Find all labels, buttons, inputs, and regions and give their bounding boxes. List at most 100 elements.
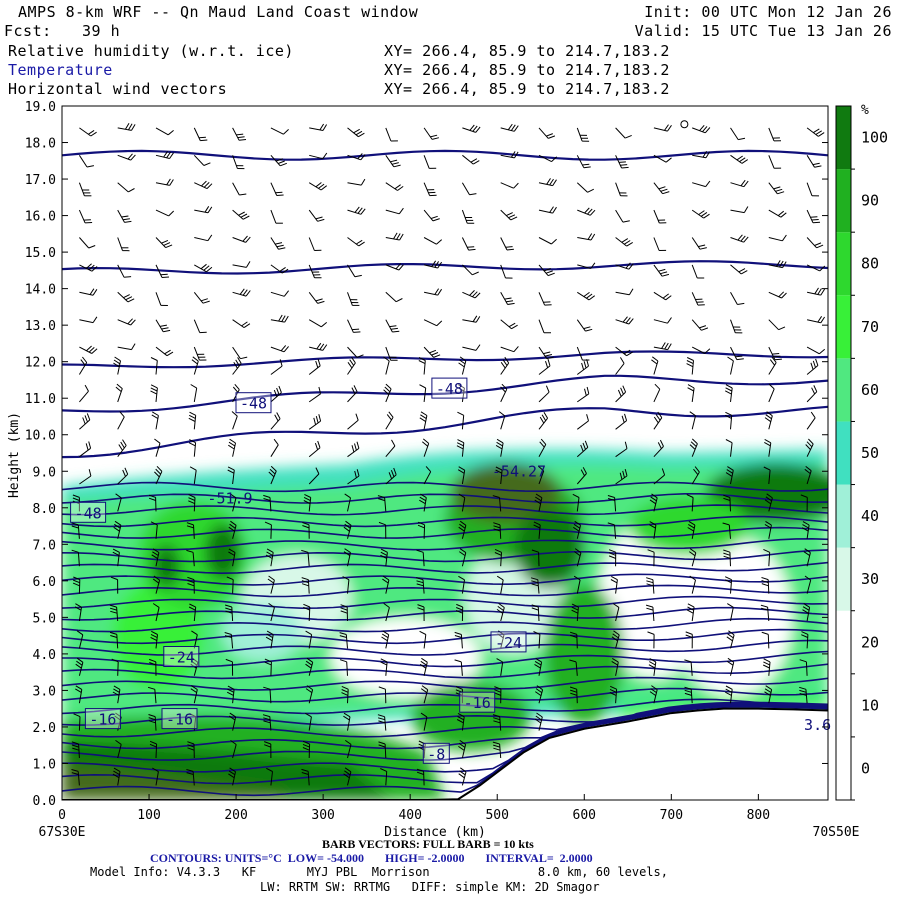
wind-barb [653,154,672,163]
wind-barb [651,356,659,375]
svg-text:-16: -16 [89,711,116,729]
contour-label: -24 [490,631,527,653]
wind-barb [806,209,821,224]
wind-barb [308,467,320,485]
wind-barb [647,549,655,567]
wind-barb [150,630,158,649]
colorbar-unit: % [861,103,869,118]
wind-barb [423,260,443,269]
wind-barb [385,319,400,333]
wind-barb [382,575,390,594]
wind-barb [615,288,634,296]
wind-barb [339,632,348,649]
wind-barb [649,685,658,704]
wind-barb [232,209,250,220]
y-tick-label: 17.0 [25,173,56,188]
wind-barb [615,316,634,325]
wind-barb [456,439,465,457]
lower-temperature-contour [62,561,828,575]
wind-barb [268,602,275,622]
wind-barb [686,603,695,622]
svg-text:-48: -48 [436,380,463,398]
wind-barb [535,685,544,704]
wind-barb [806,411,816,430]
wind-barb [270,412,281,430]
wind-barb [691,264,705,279]
y-tick-label: 12.0 [25,356,56,371]
wind-barb [230,493,237,512]
wind-barb [305,630,313,649]
wind-barb [764,493,773,512]
wind-barb [691,209,710,219]
wind-barb [646,577,655,594]
wind-barb [117,153,136,161]
wind-barb [607,522,617,539]
wind-barb [270,182,284,196]
wind-barb [78,356,88,375]
colorbar-tick-label: 80 [861,255,879,273]
x-tick-label: 400 [398,808,421,823]
wind-barb [576,182,595,193]
wind-barb [347,127,365,138]
wind-barb [725,439,733,457]
wind-barb [378,521,387,539]
wind-barb [768,356,777,375]
wind-barb [71,769,80,786]
wind-barb [423,346,441,358]
y-tick-label: 3.0 [33,684,56,699]
colorbar-swatch [836,484,851,548]
wind-barb [423,182,437,197]
wind-barb [71,549,80,567]
wind-barb [270,359,283,375]
wind-barb [309,152,328,160]
wind-barb [420,712,428,731]
wind-barb [112,685,121,704]
y-tick-label: 7.0 [33,538,56,553]
wind-barb [615,237,633,247]
wind-barb [538,292,552,306]
wind-barb [457,411,465,430]
wind-barb [117,343,136,351]
wind-barb [803,548,811,567]
lower-temperature-contour [62,595,828,610]
wind-barb [496,575,504,594]
contour-label: -16 [459,691,496,713]
colorbar: 0 10 20 30 40 50 60 70 80 90 100 [835,105,888,801]
x-tick-label: 200 [224,808,247,823]
lower-temperature-contour [62,639,828,656]
wind-barb [380,548,388,567]
y-tick-label: 19.0 [25,100,56,115]
wind-barb [79,441,92,458]
wind-barb [262,714,272,731]
wind-barb [459,548,467,567]
wind-barb [462,264,479,276]
wind-barb [806,316,826,324]
field-wind: Horizontal wind vectors [8,80,228,98]
wind-barb [726,630,735,649]
svg-text:-54.27: -54.27 [492,462,546,480]
wind-barb [500,356,510,375]
wind-barb [686,357,694,375]
wind-barb [458,739,467,759]
wind-barb [347,319,361,333]
wind-barb [730,264,748,275]
wind-barb [347,178,366,186]
wind-barb [155,292,168,306]
y-tick-label: 2.0 [33,721,56,736]
wind-barb [730,346,744,361]
lower-temperature-contour [62,515,828,528]
y-tick-label: 9.0 [33,465,56,480]
wind-barb [73,713,81,731]
wind-barb [687,384,695,402]
wind-barb [302,522,310,539]
wind-barb [724,411,733,430]
lower-temperature-contour [62,526,828,539]
colorbar-tick-label: 10 [861,696,879,714]
colorbar-swatch [836,547,851,611]
field-temperature-xy: XY= 266.4, 85.9 to 214.7,183.2 [384,61,670,79]
wind-barb [492,495,502,512]
contour-label: -48 [431,377,468,399]
wind-barb [190,384,198,402]
svg-text:-51.9: -51.9 [207,490,252,508]
wind-barb [343,520,352,539]
